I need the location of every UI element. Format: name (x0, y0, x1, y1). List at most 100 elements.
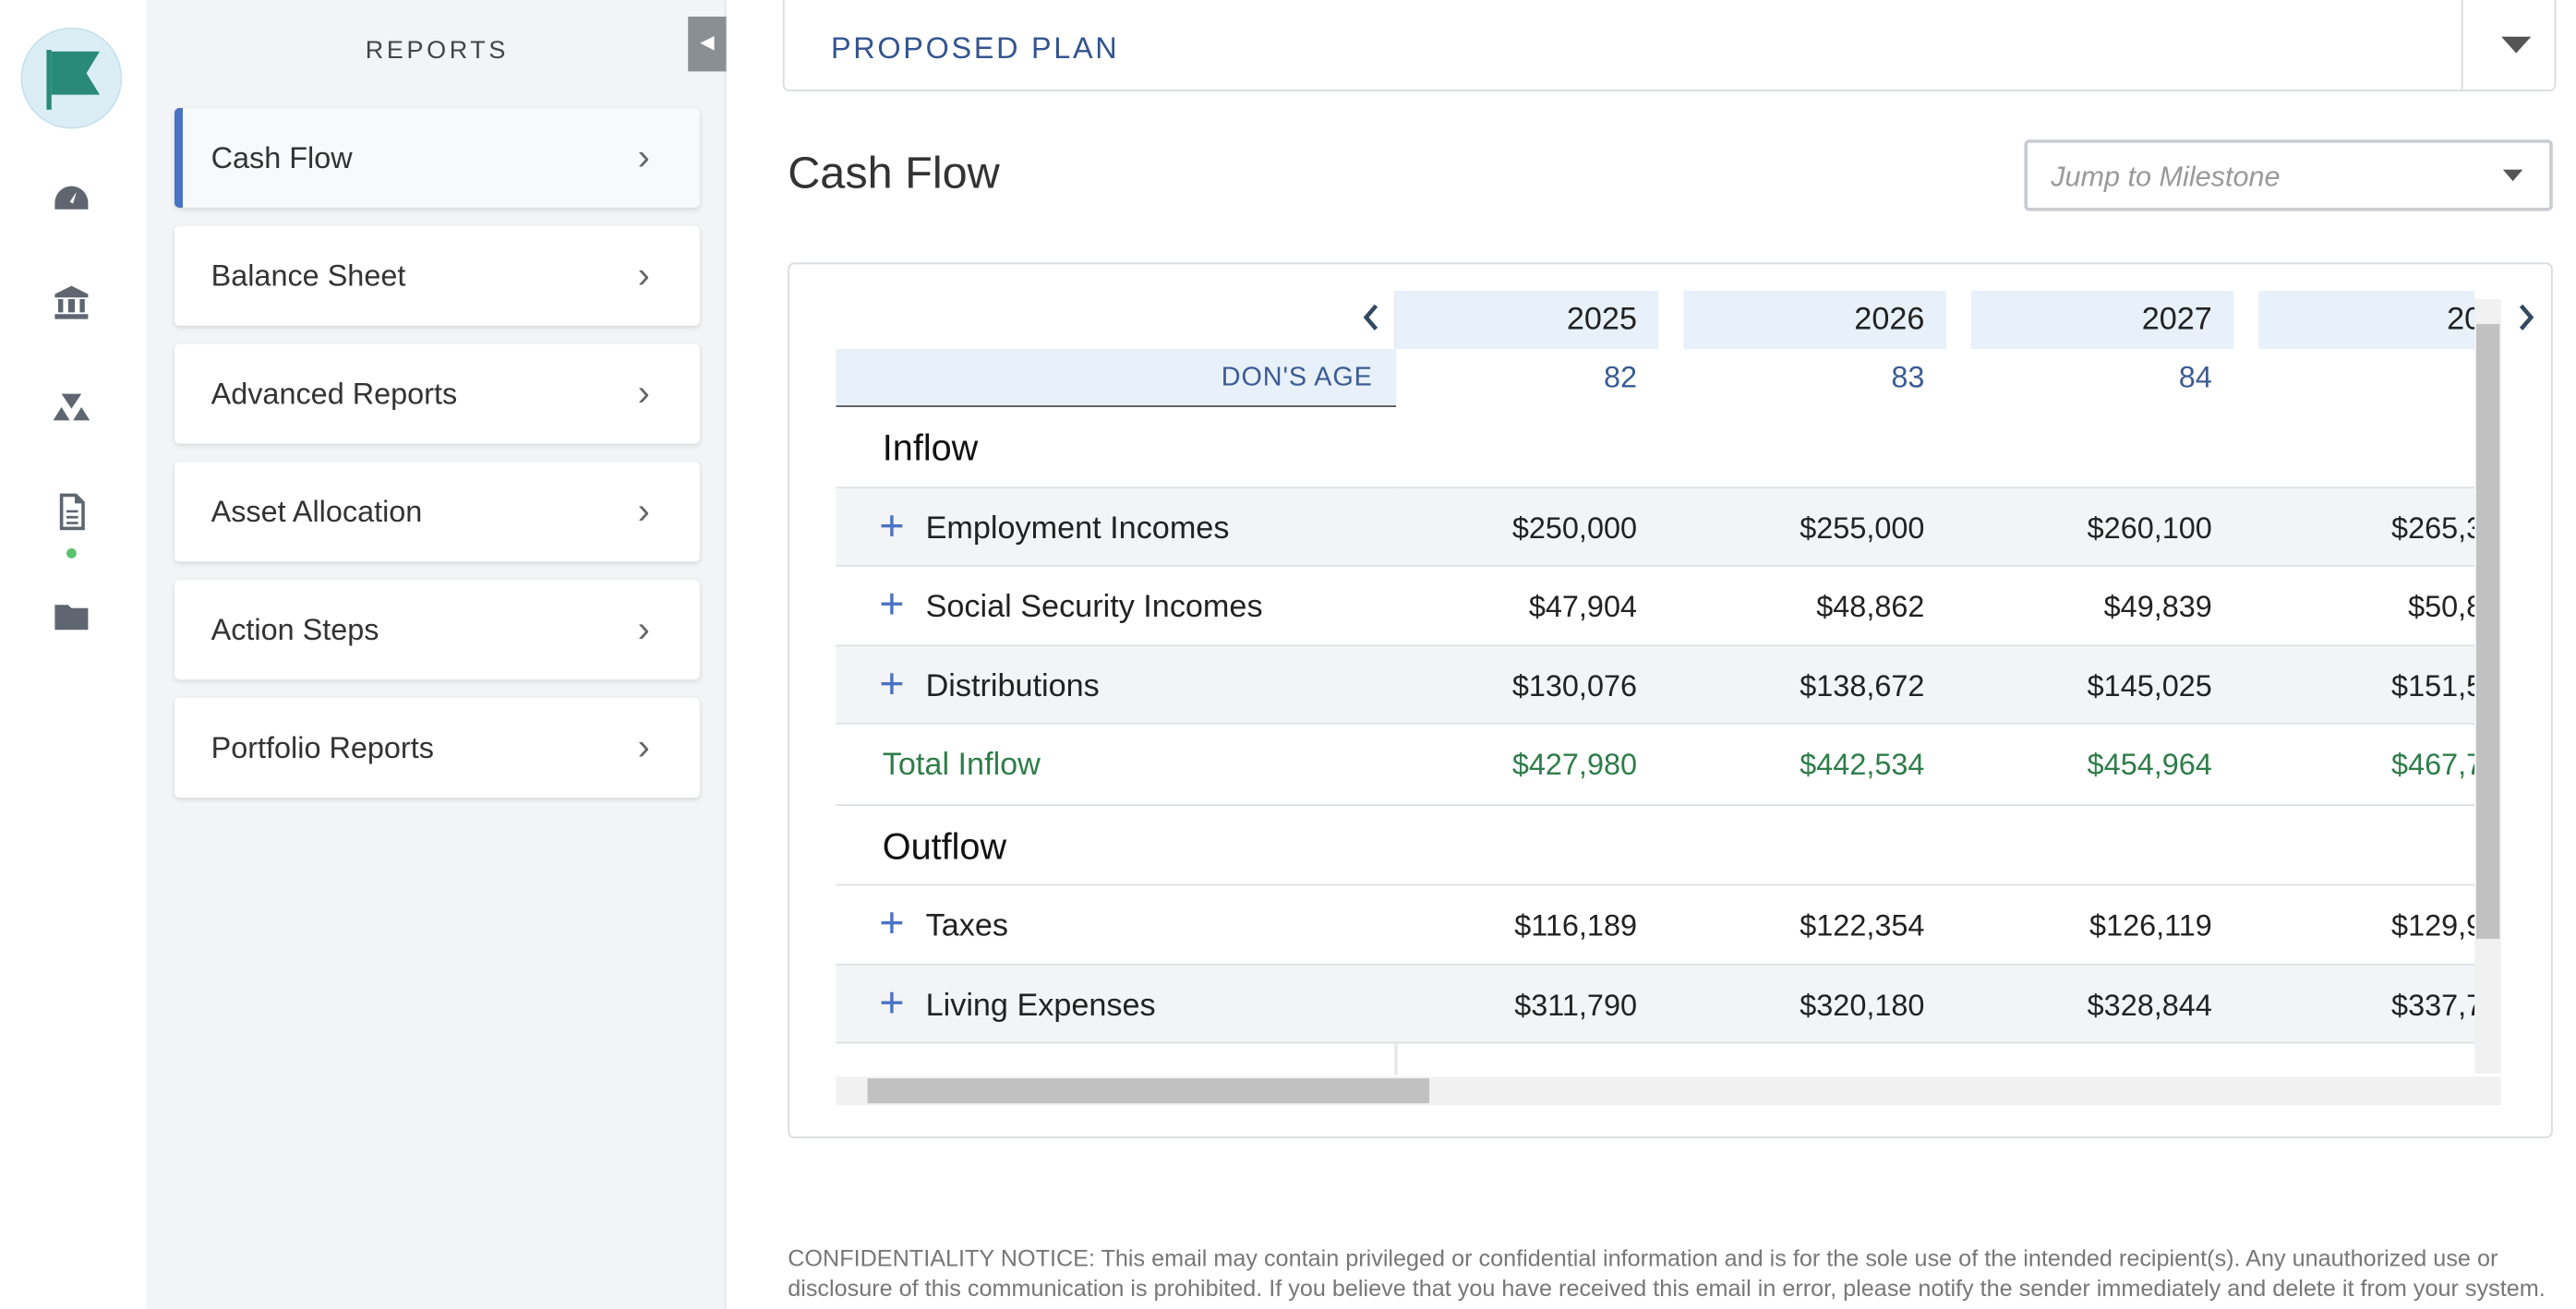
cell-value: $467,70 (2391, 748, 2474, 781)
menu-item[interactable]: Portfolio Reports › (175, 698, 700, 798)
cell-value: $328,844 (2087, 988, 2212, 1022)
confidentiality-notice: CONFIDENTIALITY NOTICE: This email may c… (788, 1244, 2546, 1302)
row-label: Taxes (925, 908, 1008, 944)
menu-item[interactable]: Advanced Reports › (175, 343, 700, 444)
expand-icon[interactable]: + (879, 897, 905, 947)
year-label: 2025 (1566, 302, 1637, 338)
cell-value: $138,672 (1800, 668, 1925, 703)
cell-value: $130,076 (1511, 668, 1637, 703)
chevron: › (637, 726, 650, 768)
age-cell (2258, 349, 2475, 407)
table-row (836, 407, 2475, 488)
expand-icon[interactable]: + (879, 578, 905, 629)
h-scrollbar[interactable] (836, 1076, 2502, 1105)
menu-item[interactable]: Action Steps › (175, 580, 700, 680)
table-row (836, 487, 2475, 567)
menu-item[interactable]: Asset Allocation › (175, 462, 700, 562)
year-cell (1396, 291, 1659, 349)
age-cell (1396, 349, 1659, 407)
bank-icon[interactable] (52, 282, 91, 322)
row-label: Employment Incomes (925, 510, 1230, 546)
cell-value: $50,83 (2408, 590, 2474, 623)
section-label: Outflow (882, 824, 1007, 867)
chevron: › (637, 254, 650, 296)
chevron: › (637, 607, 650, 650)
menu-item[interactable]: Balance Sheet › (175, 225, 700, 326)
table-row (836, 645, 2475, 725)
row-label: Social Security Incomes (925, 590, 1263, 625)
row-label: Living Expenses (925, 988, 1156, 1023)
expand-icon[interactable]: + (879, 976, 905, 1027)
dashboard-icon[interactable] (52, 179, 91, 219)
menu-label: Action Steps (211, 613, 379, 647)
cell-value: $129,90 (2391, 908, 2474, 943)
menu-label: Asset Allocation (211, 495, 423, 529)
v-scroll-thumb[interactable] (2476, 324, 2500, 939)
cell-value: $442,534 (1800, 748, 1925, 781)
age-value: 83 (1891, 360, 1925, 394)
year-cell (1683, 291, 1946, 349)
cell-value: $49,839 (2103, 590, 2212, 623)
chevron: › (637, 490, 650, 532)
allocation-icon[interactable] (52, 387, 91, 426)
cell-value: $126,119 (2089, 908, 2212, 943)
expand-icon[interactable]: + (879, 656, 905, 707)
reports-icon[interactable] (52, 492, 91, 532)
active-dot (66, 548, 77, 558)
menu-label: Advanced Reports (211, 377, 458, 411)
chevron: › (637, 136, 650, 178)
cell-value: $47,904 (1528, 590, 1637, 623)
age-cell (1683, 349, 1946, 407)
page-title: Cash Flow (788, 148, 1000, 198)
collapse-button[interactable]: ◀ (688, 17, 727, 72)
cell-value: $260,100 (2087, 510, 2212, 545)
year-label: 202 (2447, 302, 2474, 338)
cell-value: $145,025 (2087, 668, 2212, 703)
expand-icon[interactable]: + (879, 498, 905, 549)
table-row (836, 964, 2475, 1044)
cash-flow-table: 2025 82 2026 83 2027 84 202 8 DON'S AGE Inflow + Em… (836, 291, 2475, 1075)
table-row (836, 805, 2475, 886)
prev-years[interactable] (1359, 301, 1382, 334)
row-label: Distributions (925, 668, 1100, 704)
plan-selector[interactable]: PROPOSED PLAN (782, 0, 2557, 92)
age-label: DON'S AGE (1221, 364, 1373, 392)
cell-value: $265,30 (2391, 510, 2474, 545)
cell-value: $427,980 (1511, 748, 1637, 781)
icon-rail (0, 0, 147, 1309)
logo[interactable] (20, 27, 124, 130)
table-row (836, 885, 2475, 965)
table-row (836, 566, 2475, 646)
menu-item[interactable]: Cash Flow › (175, 108, 700, 208)
cell-value: $122,354 (1800, 908, 1925, 943)
menu-label: Balance Sheet (211, 258, 406, 293)
cell-value: $48,862 (1816, 590, 1925, 623)
milestone-caret (2502, 169, 2523, 182)
age-value: 84 (2178, 360, 2212, 394)
cell-value: $454,964 (2087, 748, 2212, 781)
next-years[interactable] (2514, 301, 2537, 334)
v-scrollbar[interactable] (2474, 299, 2501, 1074)
age-value: 82 (1603, 360, 1637, 394)
section-label: Inflow (882, 426, 979, 469)
plan-caret[interactable] (2501, 36, 2532, 54)
age-value: 8 (2258, 361, 2474, 396)
folder-icon[interactable] (52, 596, 91, 636)
total-label: Total Inflow (882, 748, 1041, 783)
h-scroll-thumb[interactable] (867, 1078, 1429, 1104)
milestone-placeholder: Jump to Milestone (2051, 161, 2281, 193)
divider (2461, 0, 2463, 91)
cell-value: $311,790 (1514, 988, 1637, 1022)
milestone-dropdown[interactable]: Jump to Milestone (2024, 139, 2553, 211)
age-label-cell (836, 349, 1396, 407)
cell-value: $255,000 (1800, 510, 1925, 545)
menu-label: Portfolio Reports (211, 731, 434, 764)
cell-value: $320,180 (1800, 988, 1925, 1022)
year-cell (2258, 291, 2475, 349)
cell-value: $337,79 (2391, 988, 2474, 1022)
year-label: 2026 (1854, 302, 1925, 338)
menu-label: Cash Flow (211, 141, 353, 174)
plan-name: PROPOSED PLAN (831, 31, 1120, 66)
